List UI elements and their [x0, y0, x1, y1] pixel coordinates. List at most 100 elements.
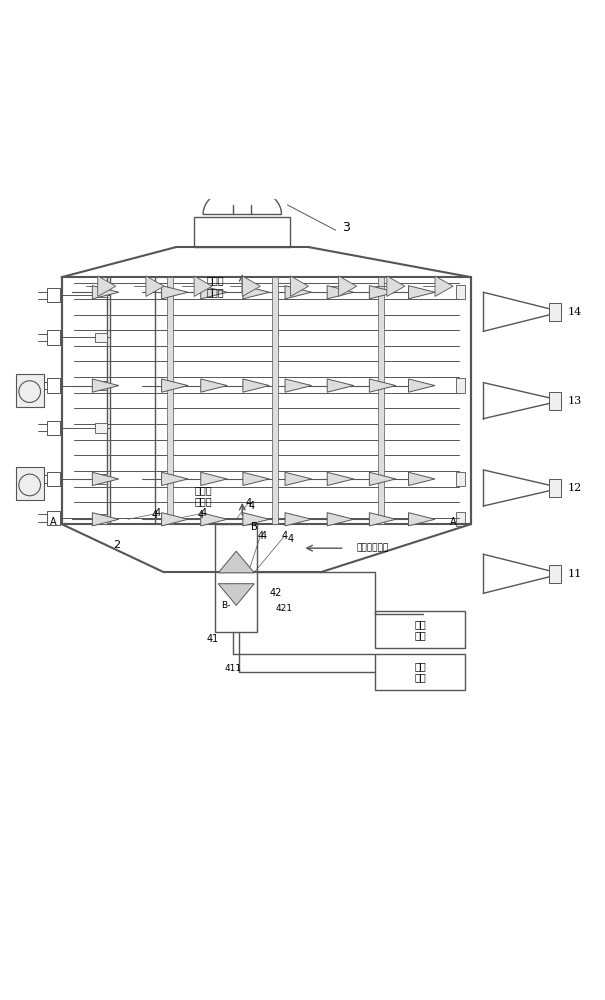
Bar [456, 285, 465, 299]
Polygon shape [339, 276, 357, 296]
Bar [47, 511, 60, 525]
Polygon shape [93, 286, 119, 299]
Text: 11: 11 [567, 569, 582, 579]
Polygon shape [243, 379, 269, 392]
Text: 雾气流动方向: 雾气流动方向 [357, 544, 389, 553]
Polygon shape [285, 379, 312, 392]
Polygon shape [62, 247, 471, 277]
Polygon shape [483, 383, 561, 419]
Text: 4: 4 [260, 531, 266, 541]
Text: A: A [50, 517, 56, 527]
Polygon shape [483, 554, 561, 593]
Bar [95, 423, 106, 433]
Polygon shape [327, 472, 354, 486]
Polygon shape [201, 379, 227, 392]
Polygon shape [327, 286, 354, 299]
Text: 4: 4 [197, 510, 203, 520]
Polygon shape [327, 513, 354, 526]
Text: 4: 4 [152, 510, 158, 520]
Polygon shape [162, 472, 188, 486]
Bar [456, 512, 465, 526]
Polygon shape [243, 286, 269, 299]
Text: 4: 4 [281, 531, 287, 541]
Polygon shape [408, 286, 435, 299]
Bar [194, 217, 290, 247]
Polygon shape [218, 551, 254, 573]
Polygon shape [146, 276, 164, 296]
Text: 421: 421 [275, 604, 292, 613]
Text: 供液
装置: 供液 装置 [414, 661, 426, 682]
Text: 供气
装置: 供气 装置 [414, 619, 426, 640]
Text: 烟气流
动方向: 烟气流 动方向 [194, 485, 212, 507]
Text: 12: 12 [567, 483, 582, 493]
Polygon shape [242, 276, 260, 296]
Polygon shape [369, 472, 396, 486]
Bar [167, 277, 173, 524]
Text: 13: 13 [567, 396, 582, 406]
Polygon shape [408, 472, 435, 486]
FancyBboxPatch shape [16, 374, 44, 407]
Bar [95, 333, 106, 342]
Text: 烟气流
动方向: 烟气流 动方向 [206, 275, 224, 297]
Polygon shape [201, 472, 227, 486]
Polygon shape [201, 286, 227, 299]
Bar [47, 378, 60, 393]
Text: 4: 4 [155, 508, 161, 518]
Polygon shape [243, 513, 269, 526]
Bar [47, 421, 60, 435]
Polygon shape [285, 513, 312, 526]
Polygon shape [218, 584, 254, 605]
Bar [215, 524, 257, 632]
Bar [95, 381, 106, 390]
Bar [95, 474, 106, 484]
Polygon shape [408, 379, 435, 392]
Bar [549, 392, 561, 410]
Text: 42: 42 [269, 588, 282, 598]
Text: 3: 3 [342, 221, 350, 234]
Text: 1: 1 [34, 490, 42, 500]
Polygon shape [369, 286, 396, 299]
Polygon shape [483, 470, 561, 506]
Polygon shape [194, 276, 212, 296]
Polygon shape [98, 276, 116, 296]
Polygon shape [62, 524, 471, 572]
Bar [47, 472, 60, 486]
Bar [456, 378, 465, 393]
Text: B-: B- [221, 601, 231, 610]
Bar [456, 472, 465, 486]
Bar [95, 287, 106, 297]
Polygon shape [327, 379, 354, 392]
Polygon shape [243, 472, 269, 486]
Polygon shape [369, 513, 396, 526]
Text: 4: 4 [287, 534, 293, 544]
Bar [549, 303, 561, 321]
Bar [378, 277, 384, 524]
Bar [47, 288, 60, 302]
Polygon shape [285, 286, 312, 299]
Bar [374, 611, 465, 648]
Text: 4: 4 [248, 501, 255, 511]
Polygon shape [201, 513, 227, 526]
Bar [62, 277, 471, 524]
Bar [47, 330, 60, 345]
Text: 14: 14 [567, 307, 582, 317]
Polygon shape [93, 513, 119, 526]
Text: 411: 411 [224, 664, 241, 673]
Text: 4: 4 [245, 498, 252, 508]
Text: B: B [251, 522, 258, 532]
Polygon shape [162, 513, 188, 526]
Bar [374, 654, 465, 690]
Text: 2: 2 [113, 540, 120, 550]
Text: 4: 4 [257, 531, 263, 541]
Polygon shape [483, 292, 561, 331]
Text: 4: 4 [200, 508, 206, 518]
FancyBboxPatch shape [16, 467, 44, 500]
Bar [95, 514, 106, 524]
Polygon shape [435, 276, 453, 296]
Bar [549, 565, 561, 583]
Polygon shape [285, 472, 312, 486]
Polygon shape [387, 276, 405, 296]
Text: 41: 41 [206, 634, 218, 644]
Text: A: A [450, 517, 457, 527]
Polygon shape [162, 286, 188, 299]
